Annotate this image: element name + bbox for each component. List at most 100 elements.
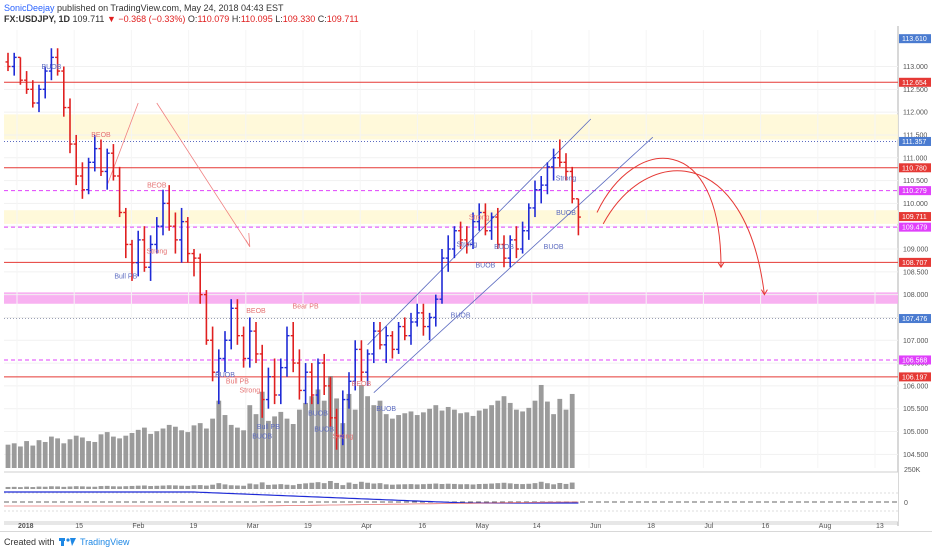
ohlc-bar[interactable] [544,162,550,195]
ohlc-bar[interactable] [315,358,321,405]
ohlc-bar[interactable] [352,340,358,391]
projection-curve[interactable] [602,170,765,295]
ohlc-bar[interactable] [445,235,451,272]
ohlc-bar[interactable] [389,331,395,359]
ohlc-bar[interactable] [129,239,135,281]
ohlc-bar[interactable] [73,134,79,186]
ohlc-bar[interactable] [166,185,172,231]
ohlc-bar[interactable] [185,217,191,263]
ohlc-bar[interactable] [433,294,439,327]
ohlc-bar[interactable] [67,98,73,154]
ohlc-bar[interactable] [346,372,352,409]
ohlc-bar[interactable] [272,358,278,405]
ohlc-bar[interactable] [79,162,85,199]
ohlc-bar[interactable] [179,207,185,263]
ohlc-bar[interactable] [526,203,532,240]
ohlc-bar[interactable] [92,134,98,172]
ohlc-bar[interactable] [48,48,54,81]
ohlc-bar[interactable] [439,249,445,304]
ohlc-bar[interactable] [358,340,364,382]
price-tag[interactable]: 106.568 [899,355,931,365]
ohlc-bar[interactable] [24,71,30,94]
ohlc-bar[interactable] [402,317,408,341]
channel-lower-line[interactable] [373,136,654,394]
ohlc-bar[interactable] [303,363,309,405]
projection-curve[interactable] [596,157,722,268]
author-link[interactable]: SonicDeejay [4,3,55,13]
trend-line[interactable] [106,102,139,186]
ohlc-bar[interactable] [340,390,346,446]
tradingview-brand[interactable]: TradingView [80,537,130,547]
ohlc-bar[interactable] [191,249,197,277]
ohlc-bar[interactable] [575,198,581,236]
ohlc-bar[interactable] [228,299,234,350]
ohlc-bar[interactable] [296,349,302,400]
ohlc-bar[interactable] [569,166,575,204]
ohlc-bar[interactable] [148,235,154,281]
ohlc-bar[interactable] [30,80,36,108]
ohlc-bar[interactable] [309,363,315,405]
price-tag[interactable]: 109.479 [899,222,931,232]
ohlc-bar[interactable] [365,349,371,386]
ohlc-bar[interactable] [36,84,42,113]
ohlc-bar[interactable] [327,376,333,427]
price-tag[interactable]: 110.279 [899,186,931,196]
price-tag[interactable]: 110.780 [899,163,931,173]
ohlc-bar[interactable] [470,212,476,250]
ohlc-bar[interactable] [5,52,11,72]
ohlc-bar[interactable] [458,221,464,249]
ohlc-bar[interactable] [160,189,166,236]
ohlc-bar[interactable] [247,317,253,368]
ohlc-bar[interactable] [86,157,92,195]
ohlc-bar[interactable] [464,226,470,254]
ohlc-bar[interactable] [414,303,420,327]
ohlc-bar[interactable] [55,48,61,76]
ohlc-bar[interactable] [408,312,414,345]
ohlc-bar[interactable] [222,331,228,373]
ohlc-bar[interactable] [476,203,482,231]
ohlc-bar[interactable] [532,180,538,218]
price-tag[interactable]: 111.357 [899,136,931,146]
ohlc-bar[interactable] [538,176,544,204]
trend-arrow-line[interactable] [156,102,251,247]
ohlc-bar[interactable] [334,408,340,450]
price-tag[interactable]: 106.197 [899,372,931,382]
ohlc-bar[interactable] [259,344,265,418]
price-tag[interactable]: 112.654 [899,77,931,87]
ohlc-bar[interactable] [110,144,116,181]
ohlc-bar[interactable] [265,367,271,409]
price-tag[interactable]: 113.610 [899,34,931,44]
ohlc-bar[interactable] [216,349,222,405]
price-chart[interactable]: BUOB BEOB BEOB Bull PB Strong BEOB Bear PB BUOB… [0,26,932,531]
ohlc-bar[interactable] [42,66,48,99]
ohlc-bar[interactable] [141,226,147,272]
ohlc-bar[interactable] [489,212,495,240]
ohlc-bar[interactable] [135,230,141,277]
ohlc-bar[interactable] [210,326,216,382]
ohlc-bar[interactable] [104,148,110,190]
ohlc-bar[interactable] [551,148,557,181]
ohlc-bar[interactable] [154,217,160,254]
ohlc-bar[interactable] [396,322,402,354]
ohlc-bar[interactable] [501,235,507,268]
ohlc-bar[interactable] [507,235,513,268]
ohlc-bar[interactable] [203,290,209,345]
ohlc-bar[interactable] [371,322,377,364]
ohlc-bar[interactable] [290,322,296,373]
ohlc-bar[interactable] [451,226,457,259]
ohlc-bar[interactable] [17,56,23,85]
price-tag[interactable]: 108.707 [899,257,931,267]
ohlc-bar[interactable] [284,326,290,377]
ohlc-bar[interactable] [172,212,178,254]
ohlc-bar[interactable] [557,139,563,167]
ohlc-bar[interactable] [321,353,327,395]
ohlc-bar[interactable] [420,303,426,336]
ohlc-bar[interactable] [123,207,129,259]
ohlc-bar[interactable] [117,166,123,218]
ohlc-bar[interactable] [377,322,383,350]
price-tag[interactable]: 107.476 [899,314,931,324]
ohlc-bar[interactable] [98,139,104,177]
ohlc-bar[interactable] [495,207,501,249]
ohlc-bar[interactable] [482,203,488,236]
ohlc-bar[interactable] [197,253,203,304]
